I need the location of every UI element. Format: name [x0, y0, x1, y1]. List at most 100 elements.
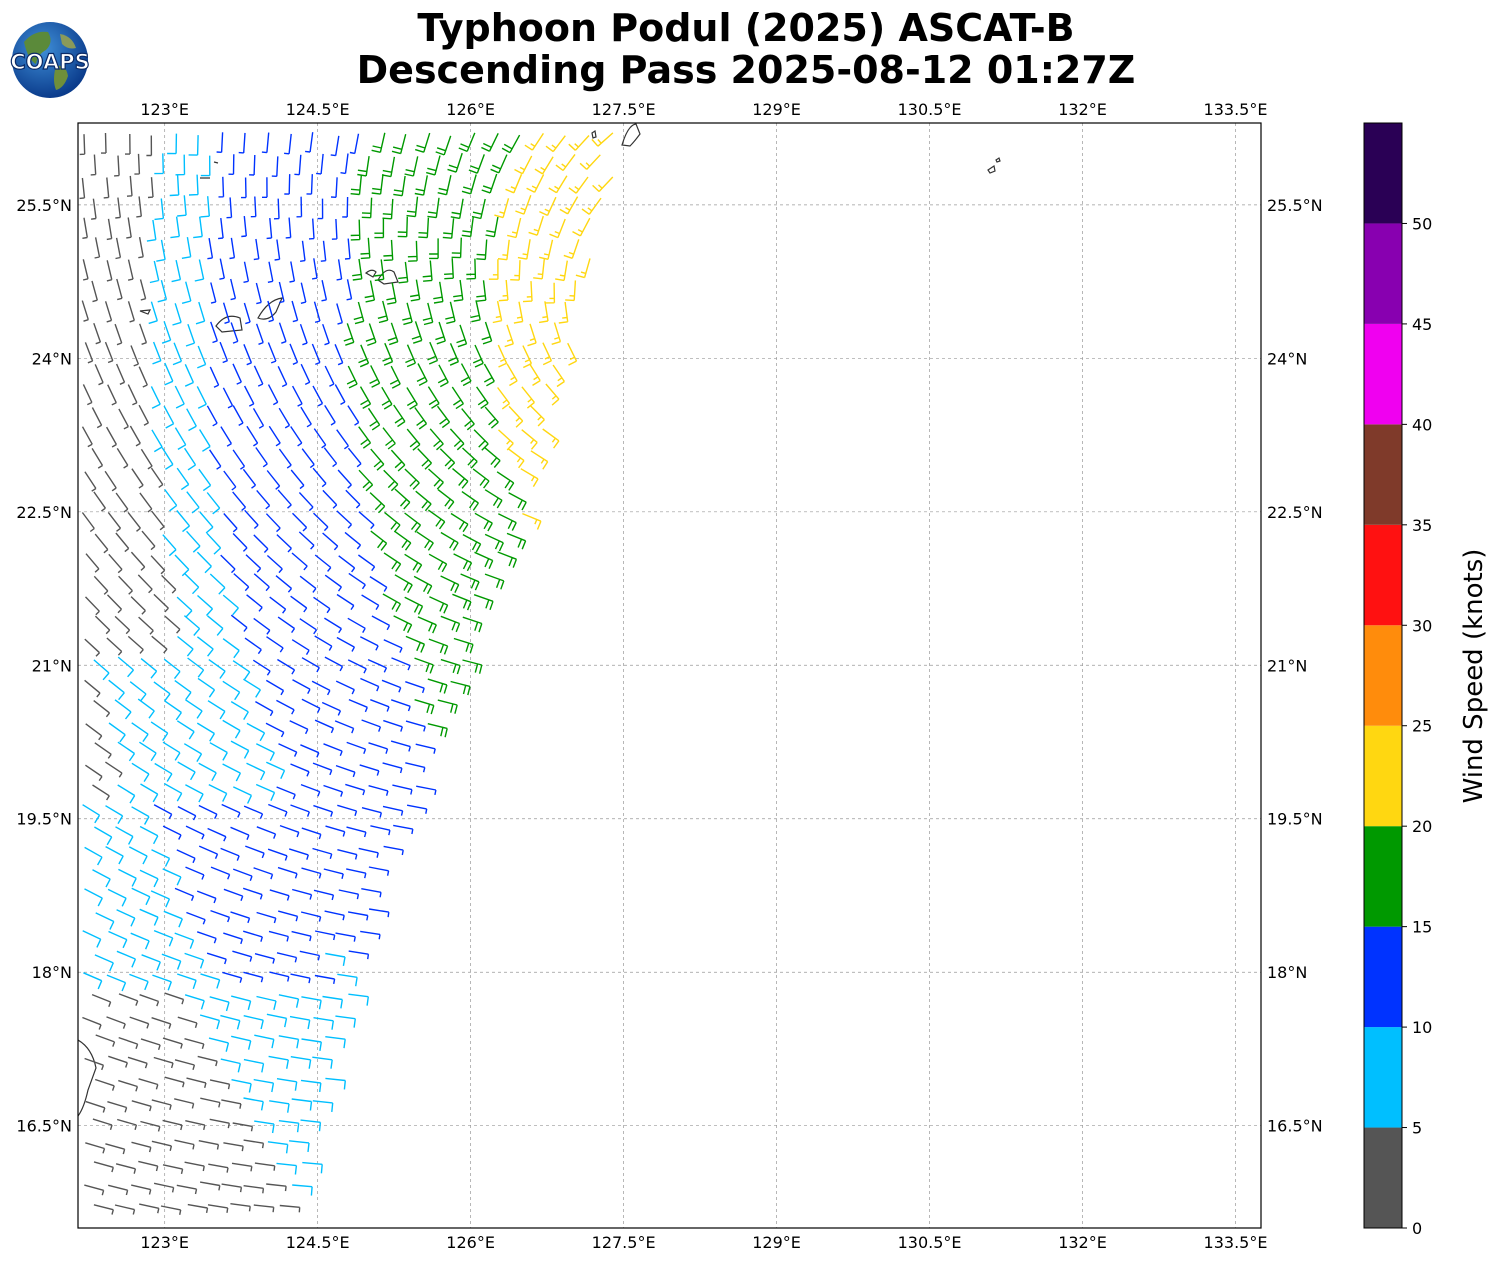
- wind-barb: [565, 280, 577, 302]
- wind-barb: [230, 1203, 251, 1212]
- wind-barb: [530, 450, 549, 470]
- wind-barb: [274, 239, 281, 261]
- wind-barb: [146, 219, 157, 242]
- wind-barb: [300, 1119, 322, 1132]
- colorbar-bin: [1364, 926, 1402, 1028]
- wind-barb: [374, 259, 385, 282]
- wind-barb: [324, 574, 342, 592]
- wind-barb: [568, 135, 590, 151]
- wind-barb: [106, 260, 113, 282]
- wind-barb: [413, 575, 433, 595]
- wind-barb: [374, 217, 385, 239]
- wind-barb: [437, 364, 449, 388]
- wind-barb: [545, 383, 560, 406]
- wind-barb: [278, 910, 299, 922]
- wind-barb: [232, 950, 253, 962]
- wind-barb: [253, 238, 260, 261]
- wind-barb: [174, 1098, 195, 1109]
- wind-barb: [448, 343, 460, 366]
- wind-barb: [84, 679, 101, 698]
- colorbar-bin: [1364, 1027, 1402, 1128]
- wind-barb: [107, 1101, 128, 1113]
- wind-barb: [265, 722, 285, 738]
- wind-barb: [131, 468, 144, 489]
- wind-barb: [338, 555, 356, 573]
- wind-barb: [108, 1055, 128, 1068]
- wind-barb: [405, 344, 417, 368]
- wind-barb: [82, 930, 102, 948]
- wind-barb: [154, 762, 173, 782]
- wind-barb: [153, 593, 169, 613]
- wind-barb: [381, 679, 402, 693]
- wind-barb: [195, 301, 206, 325]
- wind-barb: [350, 219, 361, 241]
- wind-barb: [402, 302, 413, 326]
- wind-barb: [552, 364, 565, 388]
- wind-barb: [416, 531, 434, 551]
- wind-barb: [232, 660, 251, 680]
- wind-barb: [267, 848, 288, 861]
- wind-barb: [161, 447, 174, 470]
- wind-barb: [414, 699, 435, 715]
- wind-barb: [105, 1143, 126, 1155]
- wind-barb: [563, 239, 580, 259]
- title-line-2: Descending Pass 2025-08-12 01:27Z: [356, 48, 1136, 92]
- wind-barb: [514, 155, 533, 175]
- wind-barb: [94, 533, 109, 554]
- wind-barb: [137, 698, 155, 719]
- colorbar-bin: [1364, 524, 1402, 626]
- wind-barb: [338, 889, 360, 900]
- wind-barb: [427, 509, 446, 530]
- lon-tick-label: 126°E: [446, 1233, 495, 1252]
- wind-barb: [498, 429, 514, 451]
- wind-barb: [545, 282, 556, 304]
- wind-barb: [126, 175, 133, 197]
- wind-barb: [163, 658, 181, 680]
- wind-barb: [322, 489, 338, 509]
- wind-barb: [230, 826, 250, 840]
- wind-barb: [197, 345, 207, 369]
- wind-barb: [370, 825, 391, 836]
- wind-barb: [450, 512, 469, 533]
- wind-barb: [174, 554, 190, 577]
- wind-barb: [404, 596, 424, 615]
- wind-barb: [494, 198, 510, 219]
- wind-barb: [555, 260, 568, 282]
- wind-barb: [447, 152, 463, 173]
- wind-barb: [484, 406, 499, 429]
- wind-barb: [325, 1036, 346, 1049]
- wind-barb: [350, 174, 363, 196]
- wind-barb: [207, 700, 226, 720]
- wind-barb: [416, 785, 437, 796]
- wind-barb: [411, 321, 423, 344]
- wind-barb: [164, 489, 178, 512]
- wind-barb: [404, 553, 423, 573]
- wind-barb: [177, 805, 197, 821]
- gridlines: [78, 123, 1261, 1228]
- colorbar-tick-label: 40: [1412, 415, 1432, 434]
- wind-barb: [359, 764, 380, 776]
- wind-barb: [394, 488, 411, 510]
- wind-barb: [151, 429, 163, 453]
- wind-barb: [415, 490, 432, 512]
- wind-barb: [127, 259, 134, 281]
- wind-barb: [302, 1161, 323, 1174]
- wind-barb: [433, 281, 444, 304]
- wind-barb: [414, 132, 431, 153]
- wind-barb: [163, 782, 183, 802]
- wind-barb: [105, 761, 123, 778]
- wind-barb: [130, 932, 150, 950]
- wind-barb: [314, 635, 333, 651]
- wind-barb: [384, 511, 401, 533]
- wind-barb: [271, 156, 279, 177]
- wind-barb: [185, 784, 204, 803]
- wind-barb: [346, 365, 358, 389]
- colorbar-bin: [1364, 223, 1402, 324]
- wind-barb: [313, 301, 321, 323]
- wind-barb: [490, 154, 508, 174]
- wind-barb: [242, 930, 263, 942]
- wind-barb: [382, 342, 394, 366]
- wind-barb: [128, 846, 148, 865]
- wind-barb: [426, 155, 441, 176]
- wind-barb: [197, 1055, 218, 1067]
